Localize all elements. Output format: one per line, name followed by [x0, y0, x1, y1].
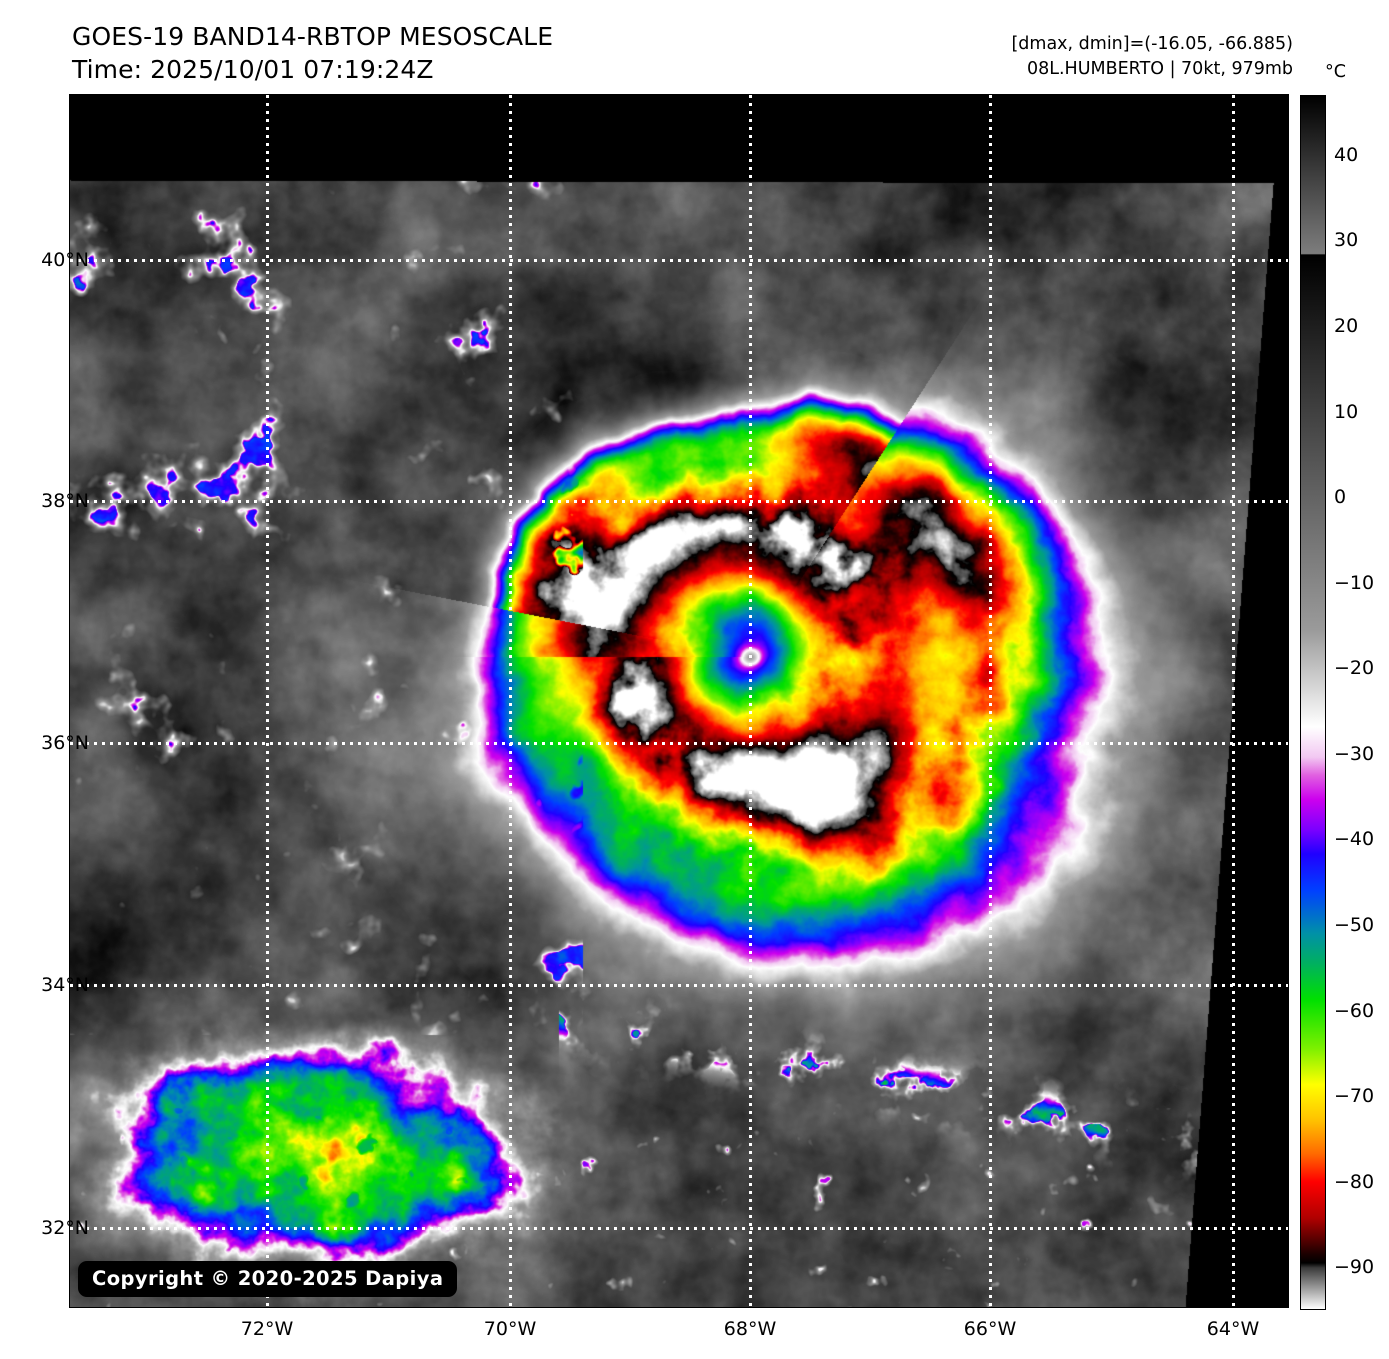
lon-tick-0: 72°W — [240, 1318, 294, 1340]
satellite-imagery-canvas — [70, 95, 1288, 1307]
satellite-image-plot[interactable]: Copyright © 2020-2025 Dapiya — [70, 95, 1288, 1307]
lon-tick-1: 70°W — [483, 1318, 537, 1340]
colorbar-gradient — [1301, 96, 1325, 1309]
colorbar-frame — [1300, 95, 1326, 1310]
colorbar[interactable] — [1300, 95, 1326, 1310]
timestamp: Time: 2025/10/01 07:19:24Z — [72, 55, 434, 84]
lat-tick-1: 38°N — [41, 490, 89, 512]
colorbar-tick-1: 30 — [1334, 229, 1359, 252]
colorbar-tick-6: −20 — [1334, 657, 1375, 680]
colorbar-tick-0: 40 — [1334, 143, 1359, 166]
colorbar-tick-9: −50 — [1334, 913, 1375, 936]
colorbar-tick-12: −80 — [1334, 1170, 1375, 1193]
copyright-watermark: Copyright © 2020-2025 Dapiya — [78, 1261, 458, 1297]
colorbar-tick-2: 20 — [1334, 315, 1359, 338]
lon-tick-3: 66°W — [963, 1318, 1017, 1340]
lat-tick-4: 32°N — [41, 1217, 89, 1239]
colorbar-tick-7: −30 — [1334, 742, 1375, 765]
colorbar-tick-8: −40 — [1334, 828, 1375, 851]
data-range-readout: [dmax, dmin]=(-16.05, -66.885) — [1011, 34, 1293, 54]
header-right-block: [dmax, dmin]=(-16.05, -66.885) 08L.HUMBE… — [733, 32, 1293, 82]
lat-tick-0: 40°N — [41, 249, 89, 271]
colorbar-tick-10: −60 — [1334, 999, 1375, 1022]
storm-info: 08L.HUMBERTO | 70kt, 979mb — [1026, 59, 1293, 79]
colorbar-tick-3: 10 — [1334, 400, 1359, 423]
lat-tick-3: 34°N — [41, 974, 89, 996]
lon-tick-2: 68°W — [723, 1318, 777, 1340]
colorbar-unit-label: °C — [1325, 62, 1346, 82]
page-title: GOES-19 BAND14-RBTOP MESOSCALE — [72, 22, 554, 51]
colorbar-tick-5: −10 — [1334, 571, 1375, 594]
colorbar-tick-4: 0 — [1334, 486, 1347, 509]
colorbar-tick-11: −70 — [1334, 1085, 1375, 1108]
lon-tick-4: 64°W — [1206, 1318, 1260, 1340]
header-left-block: GOES-19 BAND14-RBTOP MESOSCALE Time: 202… — [72, 20, 832, 86]
lat-tick-2: 36°N — [41, 732, 89, 754]
colorbar-tick-13: −90 — [1334, 1256, 1375, 1279]
